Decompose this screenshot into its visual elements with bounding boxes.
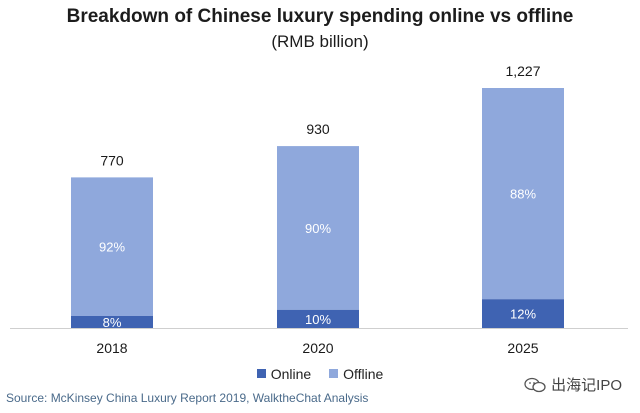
label-online-2020: 10% <box>305 312 331 327</box>
chart-title: Breakdown of Chinese luxury spending onl… <box>66 6 574 27</box>
bar-offline-2025 <box>482 88 564 300</box>
bar-online-2025 <box>482 299 564 328</box>
legend-swatch-offline <box>329 369 339 378</box>
x-tick-2018: 2018 <box>96 340 127 356</box>
legend: Online Offline <box>0 365 640 382</box>
bar-online-2018 <box>71 315 153 328</box>
bar-offline-2018 <box>71 177 153 316</box>
bar-offline-2020 <box>277 146 359 310</box>
x-tick-2020: 2020 <box>302 340 333 356</box>
watermark: 出海记IPO <box>524 374 622 395</box>
total-label-2025: 1,227 <box>505 63 540 79</box>
total-label-2018: 770 <box>100 152 124 168</box>
label-offline-2020: 90% <box>305 221 331 236</box>
label-online-2025: 12% <box>510 307 536 322</box>
chart-subtitle: (RMB billion) <box>271 32 369 51</box>
source-note: Source: McKinsey China Luxury Report 201… <box>6 391 369 405</box>
legend-label-online: Online <box>270 365 312 382</box>
watermark-text: 出海记IPO <box>551 377 622 394</box>
label-offline-2018: 92% <box>99 240 125 255</box>
legend-item-offline: Offline <box>329 366 383 382</box>
legend-swatch-online <box>256 369 266 378</box>
legend-label-offline: Offline <box>343 365 384 382</box>
label-online-2018: 8% <box>103 315 122 330</box>
wechat-icon <box>524 377 546 392</box>
x-tick-2025: 2025 <box>507 340 538 356</box>
bar-online-2020 <box>277 309 359 328</box>
total-label-2020: 930 <box>306 121 330 137</box>
legend-item-online: Online <box>256 365 312 382</box>
label-offline-2025: 88% <box>510 187 536 202</box>
